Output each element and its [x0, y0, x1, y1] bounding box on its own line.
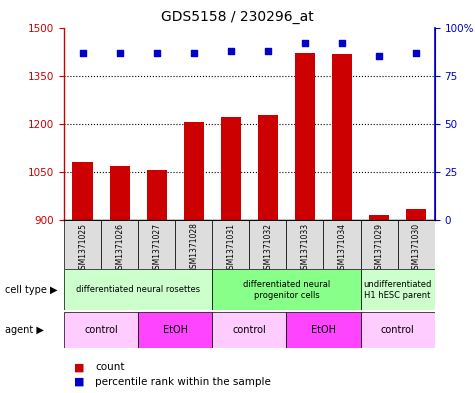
Text: GSM1371034: GSM1371034 — [338, 222, 346, 274]
Bar — [249, 220, 286, 269]
Bar — [184, 121, 204, 393]
Bar — [101, 220, 138, 269]
Point — [264, 48, 272, 54]
Text: differentiated neural rosettes: differentiated neural rosettes — [76, 285, 200, 294]
Text: cell type ▶: cell type ▶ — [5, 285, 57, 295]
Bar — [258, 115, 278, 393]
Text: GSM1371031: GSM1371031 — [227, 222, 235, 274]
Bar — [138, 312, 212, 348]
Text: differentiated neural
progenitor cells: differentiated neural progenitor cells — [243, 280, 330, 299]
Point — [190, 50, 198, 56]
Bar — [406, 209, 426, 393]
Bar — [212, 312, 286, 348]
Text: GSM1371028: GSM1371028 — [190, 222, 198, 274]
Text: count: count — [95, 362, 124, 373]
Bar — [295, 53, 315, 393]
Text: ■: ■ — [74, 377, 84, 387]
Text: GSM1371032: GSM1371032 — [264, 222, 272, 274]
Text: EtOH: EtOH — [163, 325, 188, 335]
Text: GSM1371025: GSM1371025 — [78, 222, 87, 274]
Text: GSM1371033: GSM1371033 — [301, 222, 309, 274]
Text: GSM1371030: GSM1371030 — [412, 222, 420, 274]
Text: control: control — [84, 325, 118, 335]
Bar — [398, 220, 435, 269]
Point — [79, 50, 86, 56]
Bar — [361, 269, 435, 310]
Bar — [110, 166, 130, 393]
Point — [375, 53, 383, 59]
Text: GDS5158 / 230296_at: GDS5158 / 230296_at — [161, 10, 314, 24]
Bar — [286, 312, 361, 348]
Bar — [64, 269, 212, 310]
Point — [412, 50, 420, 56]
Point — [116, 50, 124, 56]
Text: percentile rank within the sample: percentile rank within the sample — [95, 377, 271, 387]
Bar — [175, 220, 212, 269]
Bar — [73, 162, 93, 393]
Point — [153, 50, 161, 56]
Bar — [361, 220, 398, 269]
Point — [338, 40, 346, 46]
Bar — [332, 54, 352, 393]
Bar — [369, 215, 389, 393]
Point — [301, 40, 309, 46]
Text: ■: ■ — [74, 362, 84, 373]
Bar — [286, 220, 323, 269]
Bar — [138, 220, 175, 269]
Bar — [64, 220, 101, 269]
Bar — [212, 269, 361, 310]
Text: EtOH: EtOH — [311, 325, 336, 335]
Text: control: control — [380, 325, 415, 335]
Text: undifferentiated
H1 hESC parent: undifferentiated H1 hESC parent — [363, 280, 432, 299]
Bar — [221, 117, 241, 393]
Text: agent ▶: agent ▶ — [5, 325, 44, 335]
Text: GSM1371027: GSM1371027 — [152, 222, 161, 274]
Bar — [64, 312, 138, 348]
Point — [227, 48, 235, 54]
Text: GSM1371026: GSM1371026 — [115, 222, 124, 274]
Text: control: control — [232, 325, 266, 335]
Bar — [212, 220, 249, 269]
Bar — [323, 220, 361, 269]
Text: GSM1371029: GSM1371029 — [375, 222, 383, 274]
Bar — [361, 312, 435, 348]
Bar — [147, 170, 167, 393]
